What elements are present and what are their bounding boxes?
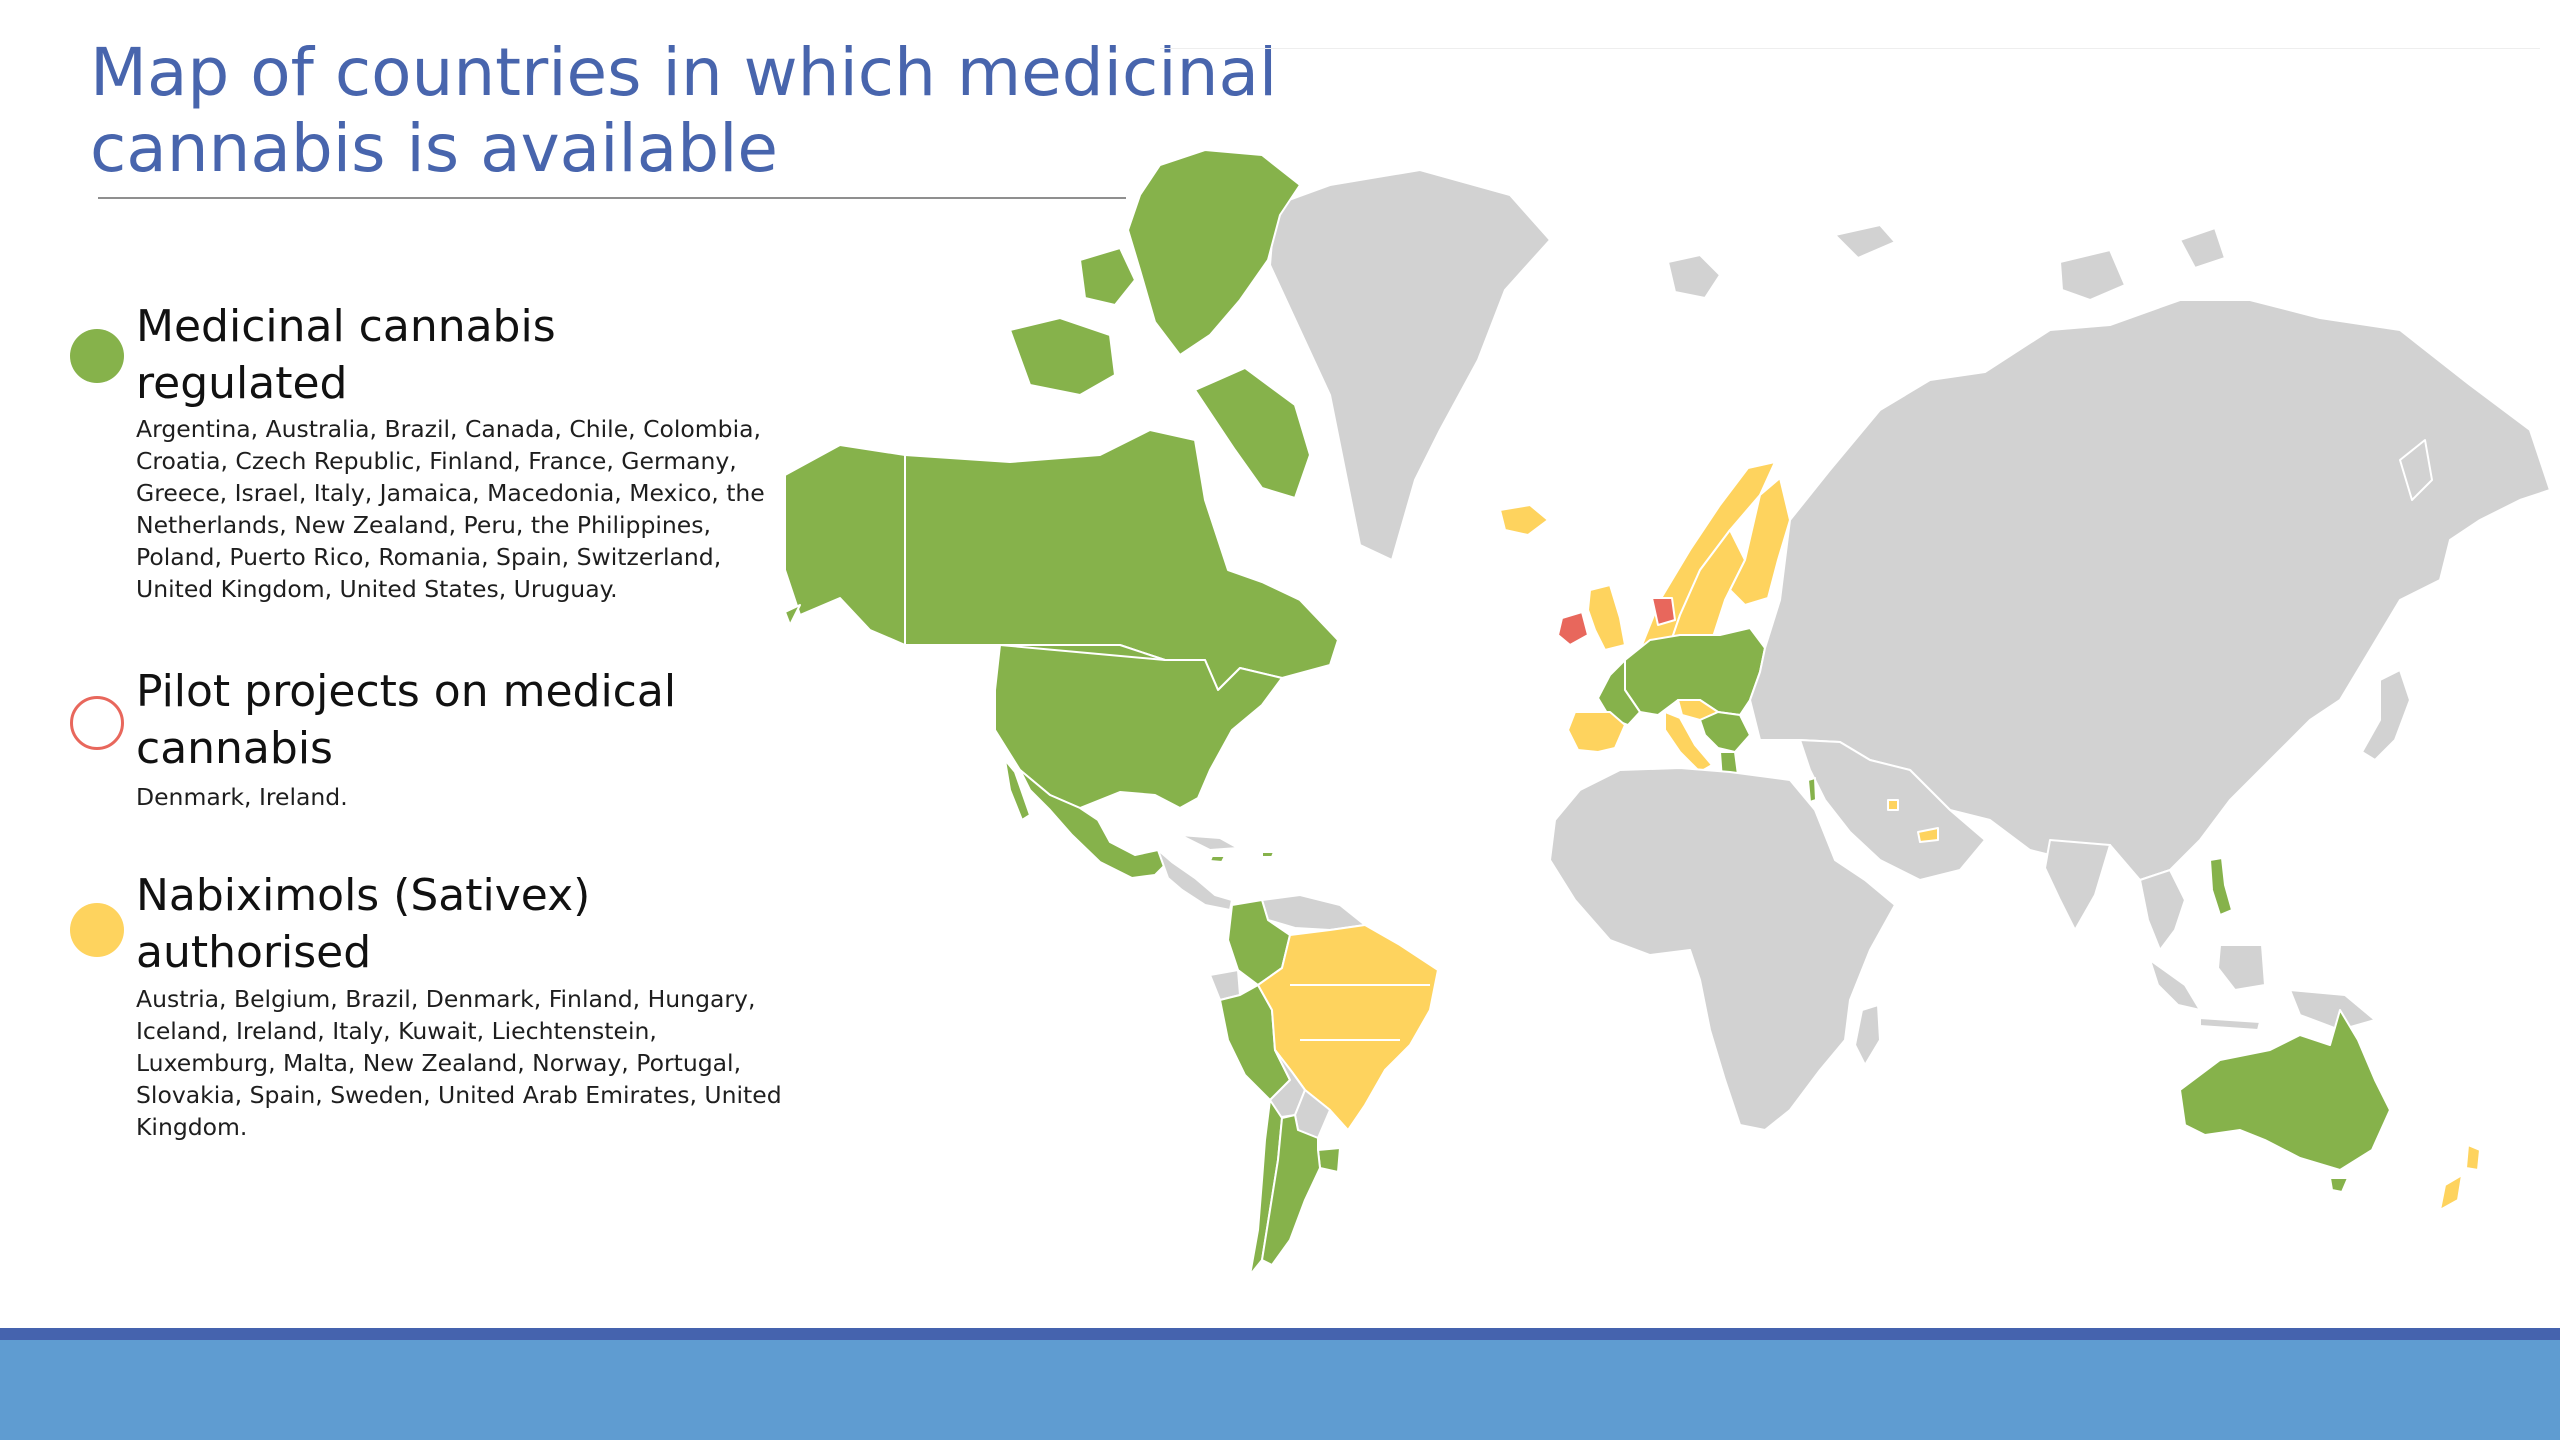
footer-band	[0, 1340, 2560, 1440]
map-region-italy	[1664, 711, 1713, 773]
legend-countries-regulated: Argentina, Australia, Brazil, Canada, Ch…	[136, 415, 765, 603]
map-region-venezuela-guianas	[1261, 894, 1366, 931]
map-region-iceland	[1499, 504, 1549, 536]
slide-title-line-1: Map of countries in which medicinal	[90, 34, 1278, 111]
map-region-uk	[1587, 584, 1626, 651]
map-region-madagascar	[1854, 1004, 1881, 1066]
map-region-cuba	[1179, 834, 1239, 851]
map-region-iberia	[1567, 711, 1626, 753]
map-region-severnaya	[2179, 227, 2226, 269]
map-region-svalbard	[1667, 254, 1721, 299]
map-region-uruguay	[1317, 1147, 1341, 1173]
map-region-balkans	[1699, 711, 1751, 753]
footer-stripe	[0, 1328, 2560, 1340]
map-region-new-zealand-north	[2465, 1144, 2481, 1171]
legend-dot-pilot	[70, 696, 124, 750]
map-region-israel	[1807, 777, 1817, 803]
map-region-java	[2199, 1017, 2261, 1031]
legend-dot-regulated	[70, 329, 124, 383]
map-region-franz-josef	[1834, 224, 1896, 259]
map-region-southeast-asia	[2139, 869, 2186, 951]
map-region-canada-arctic	[1127, 149, 1301, 356]
map-region-kuwait	[1887, 799, 1899, 811]
map-region-india	[2044, 839, 2111, 931]
map-region-tasmania	[2329, 1177, 2349, 1193]
map-region-argentina	[1261, 1114, 1321, 1266]
map-region-japan	[2361, 669, 2411, 761]
legend-heading-regulated: Medicinal cannabis regulated	[136, 301, 556, 409]
title-underline	[98, 197, 1126, 199]
map-region-greenland	[1269, 169, 1551, 561]
map-region-france	[1597, 659, 1641, 726]
legend-dot-nabiximols	[70, 903, 124, 957]
map-region-philippines	[2209, 857, 2233, 916]
legend-heading-nabiximols: Nabiximols (Sativex) authorised	[136, 870, 591, 978]
legend-heading-pilot: Pilot projects on medical cannabis	[136, 666, 677, 774]
map-region-baja	[1004, 759, 1031, 821]
map-region-novaya-zemlya	[2059, 249, 2126, 301]
legend-countries-pilot: Denmark, Ireland.	[136, 783, 348, 811]
map-region-usa	[994, 644, 1283, 809]
map-region-europe-core	[1624, 627, 1766, 716]
legend-countries-nabiximols: Austria, Belgium, Brazil, Denmark, Finla…	[136, 985, 782, 1141]
top-divider	[1160, 48, 2540, 49]
map-region-new-zealand-south	[2439, 1174, 2463, 1211]
map-region-africa	[1549, 767, 1896, 1131]
map-region-canada-arctic-west	[1009, 317, 1116, 396]
map-region-puerto-rico	[1261, 851, 1275, 858]
map-region-jamaica	[1209, 855, 1226, 863]
map-region-borneo	[2217, 944, 2266, 991]
map-region-new-guinea	[2289, 989, 2376, 1031]
map-region-finland	[1729, 477, 1791, 606]
map-region-baffin	[1194, 367, 1311, 499]
map-region-canada-arctic-mid	[1079, 247, 1136, 306]
map-region-denmark	[1651, 597, 1676, 626]
world-map	[784, 149, 2551, 1276]
map-region-alaska	[784, 444, 906, 646]
map-region-sumatra	[2149, 959, 2201, 1011]
map-region-uae	[1917, 827, 1939, 843]
map-region-ireland	[1557, 611, 1589, 646]
map-region-australia	[2179, 1009, 2391, 1171]
slide-title-line-2: cannabis is available	[90, 110, 779, 187]
map-border-canada-us	[999, 644, 1166, 661]
map-region-aleutians	[784, 604, 801, 626]
map-region-kamchatka	[2399, 439, 2433, 501]
